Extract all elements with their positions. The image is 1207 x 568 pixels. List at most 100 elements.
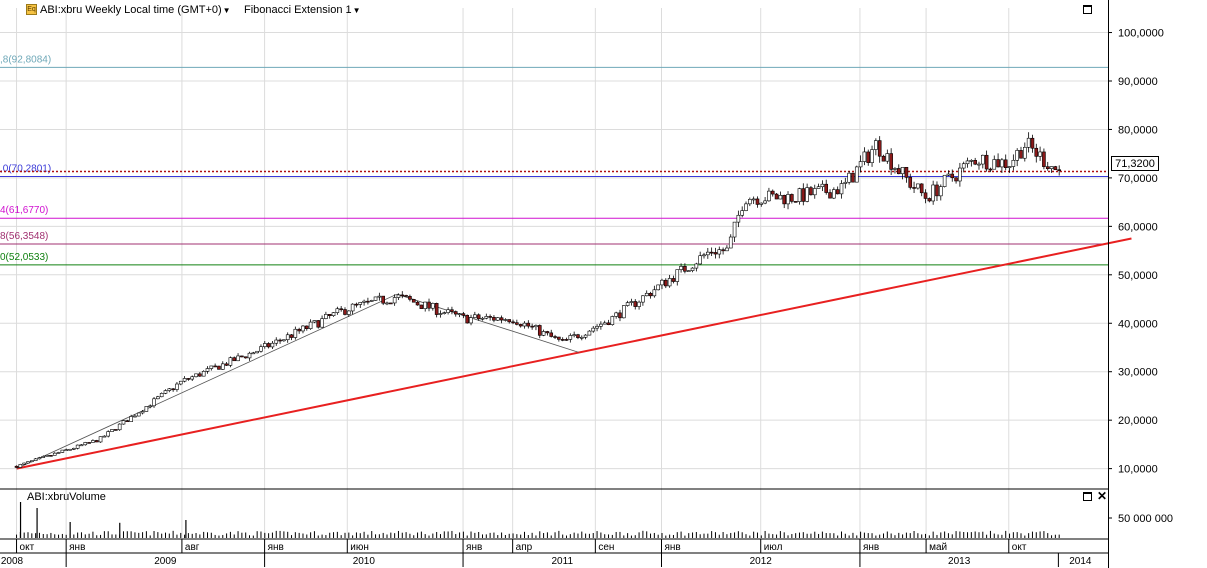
- candle-body: [606, 322, 611, 326]
- candle-body: [72, 448, 76, 450]
- year-label: 2014: [1069, 556, 1092, 567]
- candle-body: [492, 316, 496, 321]
- candle-body: [423, 301, 427, 309]
- candle-body: [820, 183, 825, 188]
- candle-body: [866, 151, 871, 163]
- candle-body: [667, 278, 672, 287]
- candle-body: [335, 308, 340, 313]
- candle-body: [465, 314, 470, 324]
- current-price-label: 71,3200: [1111, 156, 1159, 171]
- candle-body: [896, 168, 901, 175]
- candle-body: [893, 168, 897, 170]
- candle-body: [637, 301, 641, 307]
- candle-body: [152, 398, 156, 407]
- candle-body: [664, 279, 668, 287]
- candle-body: [767, 190, 771, 202]
- candle-body: [41, 456, 46, 458]
- trend-line: [16, 237, 1132, 470]
- candle-body: [240, 355, 244, 358]
- candle-body: [923, 192, 928, 199]
- candle-body: [770, 190, 775, 195]
- candle-body: [49, 455, 53, 457]
- year-label: 2010: [353, 556, 376, 567]
- candle-body: [320, 318, 324, 328]
- candle-body: [266, 343, 271, 348]
- candle-body: [68, 448, 72, 451]
- candle-body: [889, 153, 893, 170]
- close-volume-icon[interactable]: ✕: [1097, 489, 1108, 503]
- candle-body: [721, 249, 725, 252]
- candle-body: [751, 198, 756, 201]
- candle-body: [289, 334, 294, 338]
- candle-body: [259, 346, 263, 352]
- candle-body: [541, 331, 546, 336]
- candle-body: [553, 336, 557, 338]
- grid: [0, 8, 1108, 538]
- symbol-dropdown[interactable]: ABI:xbru Weekly Local time (GMT+0)▼: [40, 3, 231, 17]
- candle-body: [778, 195, 783, 200]
- candle-body: [927, 198, 932, 202]
- y-tick-label: 50,0000: [1118, 270, 1158, 282]
- candle-body: [534, 325, 538, 328]
- volume-y-tick-label: 50 000 000: [1118, 513, 1173, 525]
- month-label: апр: [516, 542, 533, 553]
- maximize-volume-icon[interactable]: [1083, 492, 1092, 501]
- year-label: 2009: [154, 556, 177, 567]
- maximize-icon[interactable]: [1083, 5, 1092, 14]
- candle-body: [404, 295, 408, 297]
- month-label: янв: [268, 542, 284, 553]
- candle-body: [377, 295, 382, 298]
- candle-body: [148, 405, 153, 408]
- candle-body: [102, 435, 107, 438]
- candle-body: [198, 373, 202, 377]
- study-dropdown[interactable]: Fibonacci Extension 1▼: [244, 3, 361, 17]
- candle-body: [988, 168, 993, 171]
- candle-body: [144, 406, 149, 412]
- candle-body: [262, 343, 267, 347]
- candle-body: [683, 266, 687, 272]
- candle-body: [209, 365, 214, 369]
- candle-body: [549, 332, 554, 337]
- candle-body: [499, 317, 504, 321]
- candle-body: [713, 252, 718, 255]
- candle-body: [205, 368, 210, 372]
- candle-body: [461, 313, 466, 316]
- candle-body: [958, 167, 962, 182]
- candle-body: [950, 173, 955, 179]
- candle-body: [285, 334, 290, 341]
- candle-body: [522, 322, 527, 327]
- candle-body: [511, 321, 515, 324]
- candle-body: [698, 255, 702, 265]
- candle-body: [278, 339, 282, 342]
- candle-body: [186, 378, 191, 380]
- candle-body: [217, 365, 221, 370]
- candle-body: [431, 303, 435, 309]
- year-label: 2013: [948, 556, 971, 567]
- candle-body: [1003, 159, 1008, 168]
- symbol-label: ABI:xbru Weekly Local time (GMT+0): [40, 4, 222, 16]
- candle-body: [965, 160, 970, 165]
- candle-body: [396, 294, 401, 298]
- month-label: июл: [764, 542, 783, 553]
- candle-body: [518, 324, 523, 327]
- candle-body: [977, 163, 981, 166]
- candle-body: [125, 420, 130, 422]
- y-tick-label: 70,0000: [1118, 173, 1158, 185]
- candle-body: [400, 294, 405, 297]
- candle-body: [194, 373, 198, 378]
- candle-body: [648, 292, 653, 297]
- candle-body: [453, 311, 458, 315]
- candle-body: [782, 195, 787, 205]
- candle-body: [545, 331, 550, 334]
- chart-type-icon[interactable]: Eq: [26, 4, 37, 15]
- candle-body: [652, 289, 657, 297]
- candle-body: [740, 210, 744, 216]
- candle-body: [140, 411, 145, 414]
- candle-body: [159, 393, 164, 398]
- candle-body: [599, 323, 603, 327]
- candle-body: [759, 202, 764, 205]
- year-label: 2008: [1, 556, 24, 567]
- candle-body: [946, 173, 951, 176]
- candle-body: [790, 194, 794, 202]
